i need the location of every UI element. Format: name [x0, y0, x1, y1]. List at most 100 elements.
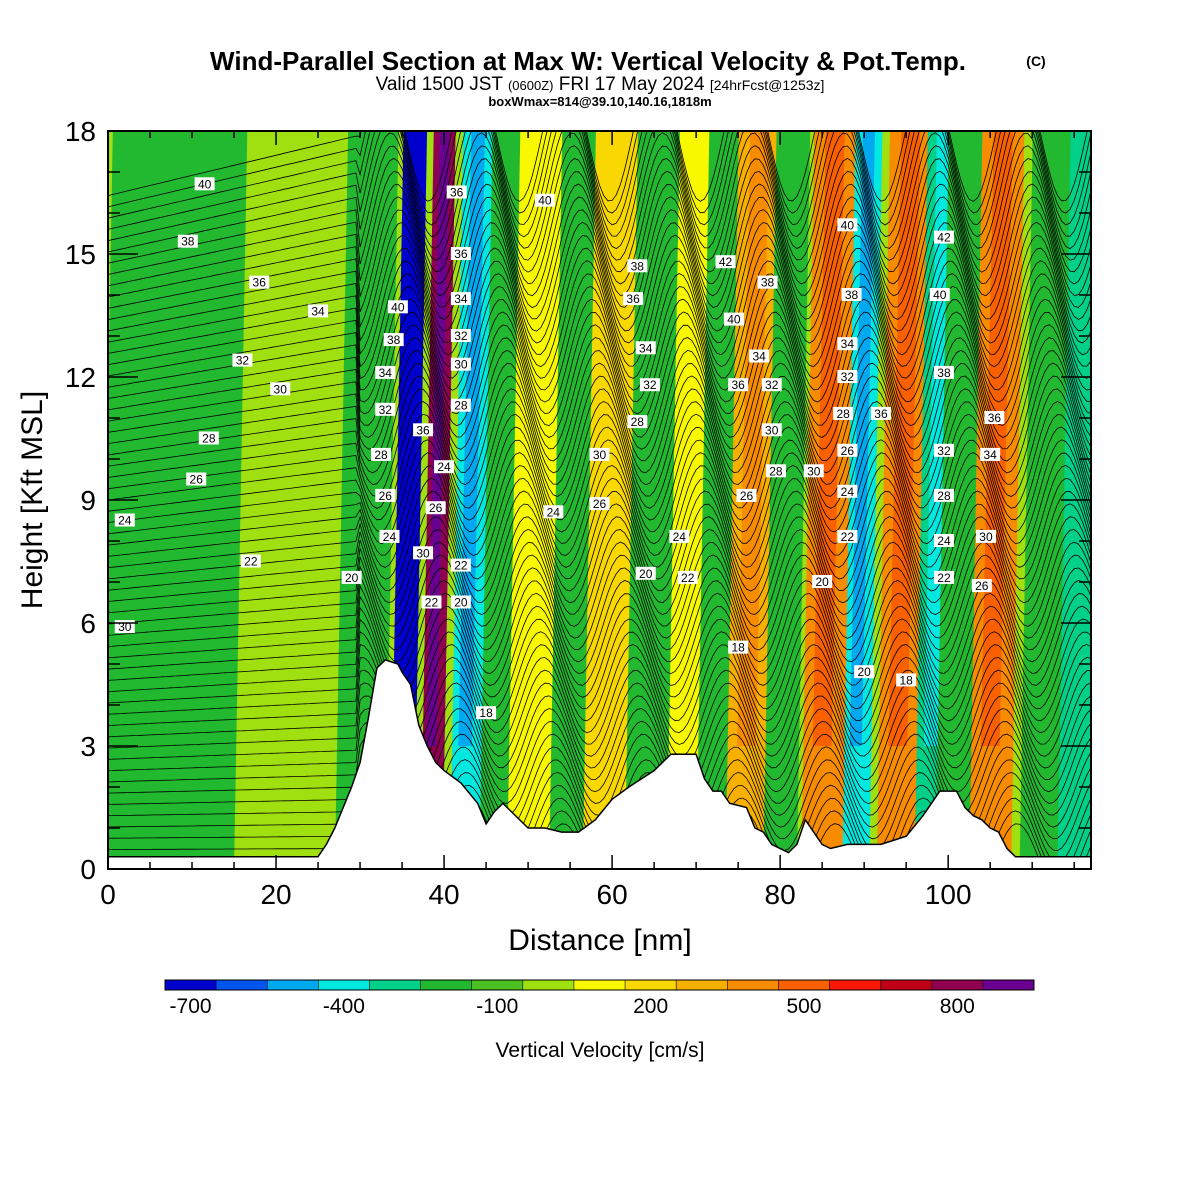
colorbar-swatch: [267, 980, 319, 990]
contour-label-text: 26: [379, 489, 393, 503]
contour-label-box: [379, 529, 400, 543]
theta-contour-line: [108, 797, 1091, 869]
contour-label-box: [446, 185, 467, 199]
contour-label-box: [933, 570, 954, 584]
contour-label-38: 28: [627, 415, 648, 429]
contour-label-37: 32: [639, 378, 660, 392]
y-tick-label: 9: [80, 485, 96, 516]
contour-label-73: 34: [980, 447, 1001, 462]
theta-contour-line: [108, 605, 1091, 698]
contour-label-box: [975, 529, 996, 543]
theta-contour-line: [108, 362, 1091, 474]
theta-contour-line: [108, 554, 1091, 651]
theta-contour-line: [108, 490, 1091, 592]
contour-label-box: [933, 534, 954, 547]
contour-label-box: [854, 665, 875, 679]
theta-contour-line: [108, 145, 1091, 273]
contour-label-16: 34: [450, 292, 471, 306]
velocity-core-4: [396, 131, 421, 746]
colorbar-label: Vertical Velocity [cm/s]: [496, 1039, 705, 1062]
contour-label-box: [837, 484, 858, 498]
theta-contour-line: [108, 516, 1091, 616]
contour-label-text: 22: [244, 555, 258, 569]
contour-label-48: 40: [723, 312, 744, 327]
contour-label-box: [177, 234, 198, 248]
contour-label-text: 34: [454, 292, 468, 306]
x-tick-label: 80: [765, 879, 796, 910]
y-tick-label: 0: [80, 854, 96, 885]
plot-area: 40 38 36 34 32 30 28 26 24 22 20 30 36 40 36 40 34 38 32 30…: [108, 131, 1091, 869]
contour-label-text: 24: [547, 505, 561, 519]
y-tick-label: 15: [65, 239, 96, 270]
theta-contour-line: [108, 592, 1091, 686]
colorbar-swatch: [778, 980, 831, 990]
contour-label-text: 36: [988, 411, 1002, 425]
contour-label-text: 34: [841, 337, 855, 351]
contour-label-box: [387, 300, 408, 314]
contour-label-text: 26: [740, 489, 754, 503]
contour-label-box: [728, 640, 749, 654]
theta-contour-line: [108, 260, 1091, 380]
y-tick-label: 6: [80, 608, 96, 639]
contour-label-40: 26: [589, 497, 610, 511]
contour-label-box: [812, 575, 833, 588]
theta-contour-line: [108, 580, 1091, 675]
forecast-info: [24hrFcst@1253z]: [710, 77, 825, 93]
contour-label-text: 32: [379, 403, 393, 417]
contour-label-text: 20: [815, 575, 829, 589]
contour-label-box: [543, 505, 564, 519]
velocity-core-18: [888, 131, 921, 746]
contour-label-text: 26: [841, 444, 855, 458]
contour-label-12: 36: [446, 185, 467, 200]
contour-label-33: 18: [476, 706, 497, 720]
contour-label-box: [450, 247, 471, 260]
theta-contour-line: [108, 131, 1091, 250]
contour-label-text: 36: [253, 276, 267, 290]
contour-label-text: 38: [937, 366, 951, 380]
contour-label-text: 36: [454, 247, 468, 261]
theta-contour-line: [108, 234, 1091, 356]
contour-label-69: 40: [929, 288, 950, 302]
x-axis: 0 20 40 60 80 100: [100, 131, 1075, 910]
colorbar-swatch: [165, 980, 217, 990]
contour-label-text: 32: [765, 378, 779, 392]
contour-label-2: 36: [249, 275, 270, 290]
contour-label-box: [194, 177, 215, 191]
contour-label-62: 36: [870, 406, 891, 421]
contour-label-text: 22: [681, 571, 695, 585]
contour-label-34: 38: [627, 259, 648, 273]
contour-label-28: 24: [379, 529, 400, 544]
velocity-core-17: [849, 131, 876, 746]
contour-label-box: [371, 447, 392, 461]
contour-label-box: [270, 382, 291, 396]
contour-label-text: 40: [841, 218, 855, 232]
contour-label-53: 28: [765, 464, 786, 478]
colorbar-swatch: [982, 980, 1035, 990]
contour-label-43: 20: [635, 566, 656, 581]
contour-label-61: 28: [833, 406, 854, 421]
y-axis-label: Height [Kft MSL]: [16, 391, 49, 609]
contour-label-box: [635, 341, 656, 355]
contour-label-box: [375, 365, 396, 379]
theta-contour-line: [108, 503, 1091, 604]
contour-label-text: 18: [899, 673, 913, 687]
contour-label-box: [383, 333, 404, 347]
contour-label-box: [425, 501, 446, 515]
valid-date: FRI 17 May 2024: [559, 74, 705, 95]
contour-label-box: [375, 402, 396, 416]
contour-label-0: 40: [194, 177, 215, 191]
contour-label-text: 26: [593, 497, 607, 511]
contour-label-box: [627, 415, 648, 429]
y-tick-label: 3: [80, 731, 96, 762]
contour-label-box: [623, 292, 644, 306]
contour-label-23: 36: [413, 423, 434, 437]
contour-label-text: 38: [387, 333, 401, 347]
contour-label-78: 26: [971, 579, 992, 593]
contour-label-box: [837, 529, 858, 543]
contour-label-text: 38: [761, 276, 775, 290]
contour-label-box: [761, 378, 782, 392]
contour-label-text: 36: [731, 378, 745, 392]
contour-label-text: 24: [383, 530, 397, 544]
contour-label-box: [627, 259, 648, 273]
